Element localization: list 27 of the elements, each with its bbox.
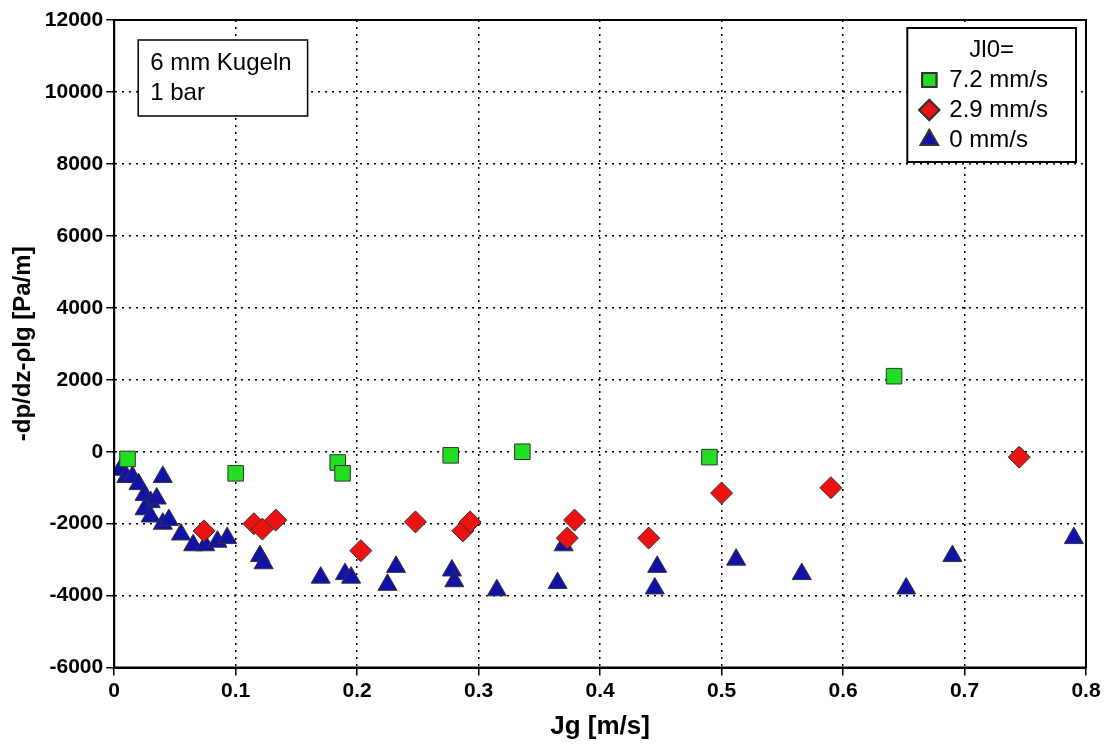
legend-title: Jl0=: [969, 34, 1015, 62]
x-tick-label: 0.5: [706, 678, 737, 701]
x-tick-label: 0.4: [585, 678, 616, 701]
y-tick-label: 4000: [56, 294, 104, 318]
y-tick-label: 6000: [56, 222, 104, 246]
annotation: 6 mm Kugeln: [150, 47, 292, 75]
x-tick-label: 0: [108, 678, 121, 701]
y-tick-label: 10000: [44, 78, 104, 102]
y-tick-label: -6000: [49, 654, 104, 678]
y-tick-label: 2000: [56, 366, 104, 390]
legend-label: 2.9 mm/s: [949, 94, 1048, 122]
legend-label: 0 mm/s: [949, 124, 1028, 152]
legend-label: 7.2 mm/s: [949, 64, 1048, 92]
y-tick-label: -4000: [49, 582, 104, 606]
x-tick-label: 0.7: [949, 678, 980, 701]
x-tick-label: 0.3: [464, 678, 494, 701]
y-tick-label: 8000: [56, 150, 104, 174]
x-tick-label: 0.2: [342, 678, 372, 701]
annotation: 1 bar: [150, 77, 205, 105]
x-tick-label: 0.8: [1071, 678, 1101, 701]
y-axis-title: -dp/dz-ρlg [Pa/m]: [8, 246, 36, 442]
x-tick-label: 0.6: [828, 678, 858, 701]
y-tick-label: 0: [91, 438, 104, 462]
y-tick-label: -2000: [49, 510, 104, 534]
y-tick-label: 12000: [44, 6, 104, 30]
x-axis-title: Jg [m/s]: [550, 709, 650, 740]
x-tick-label: 0.1: [221, 678, 251, 701]
